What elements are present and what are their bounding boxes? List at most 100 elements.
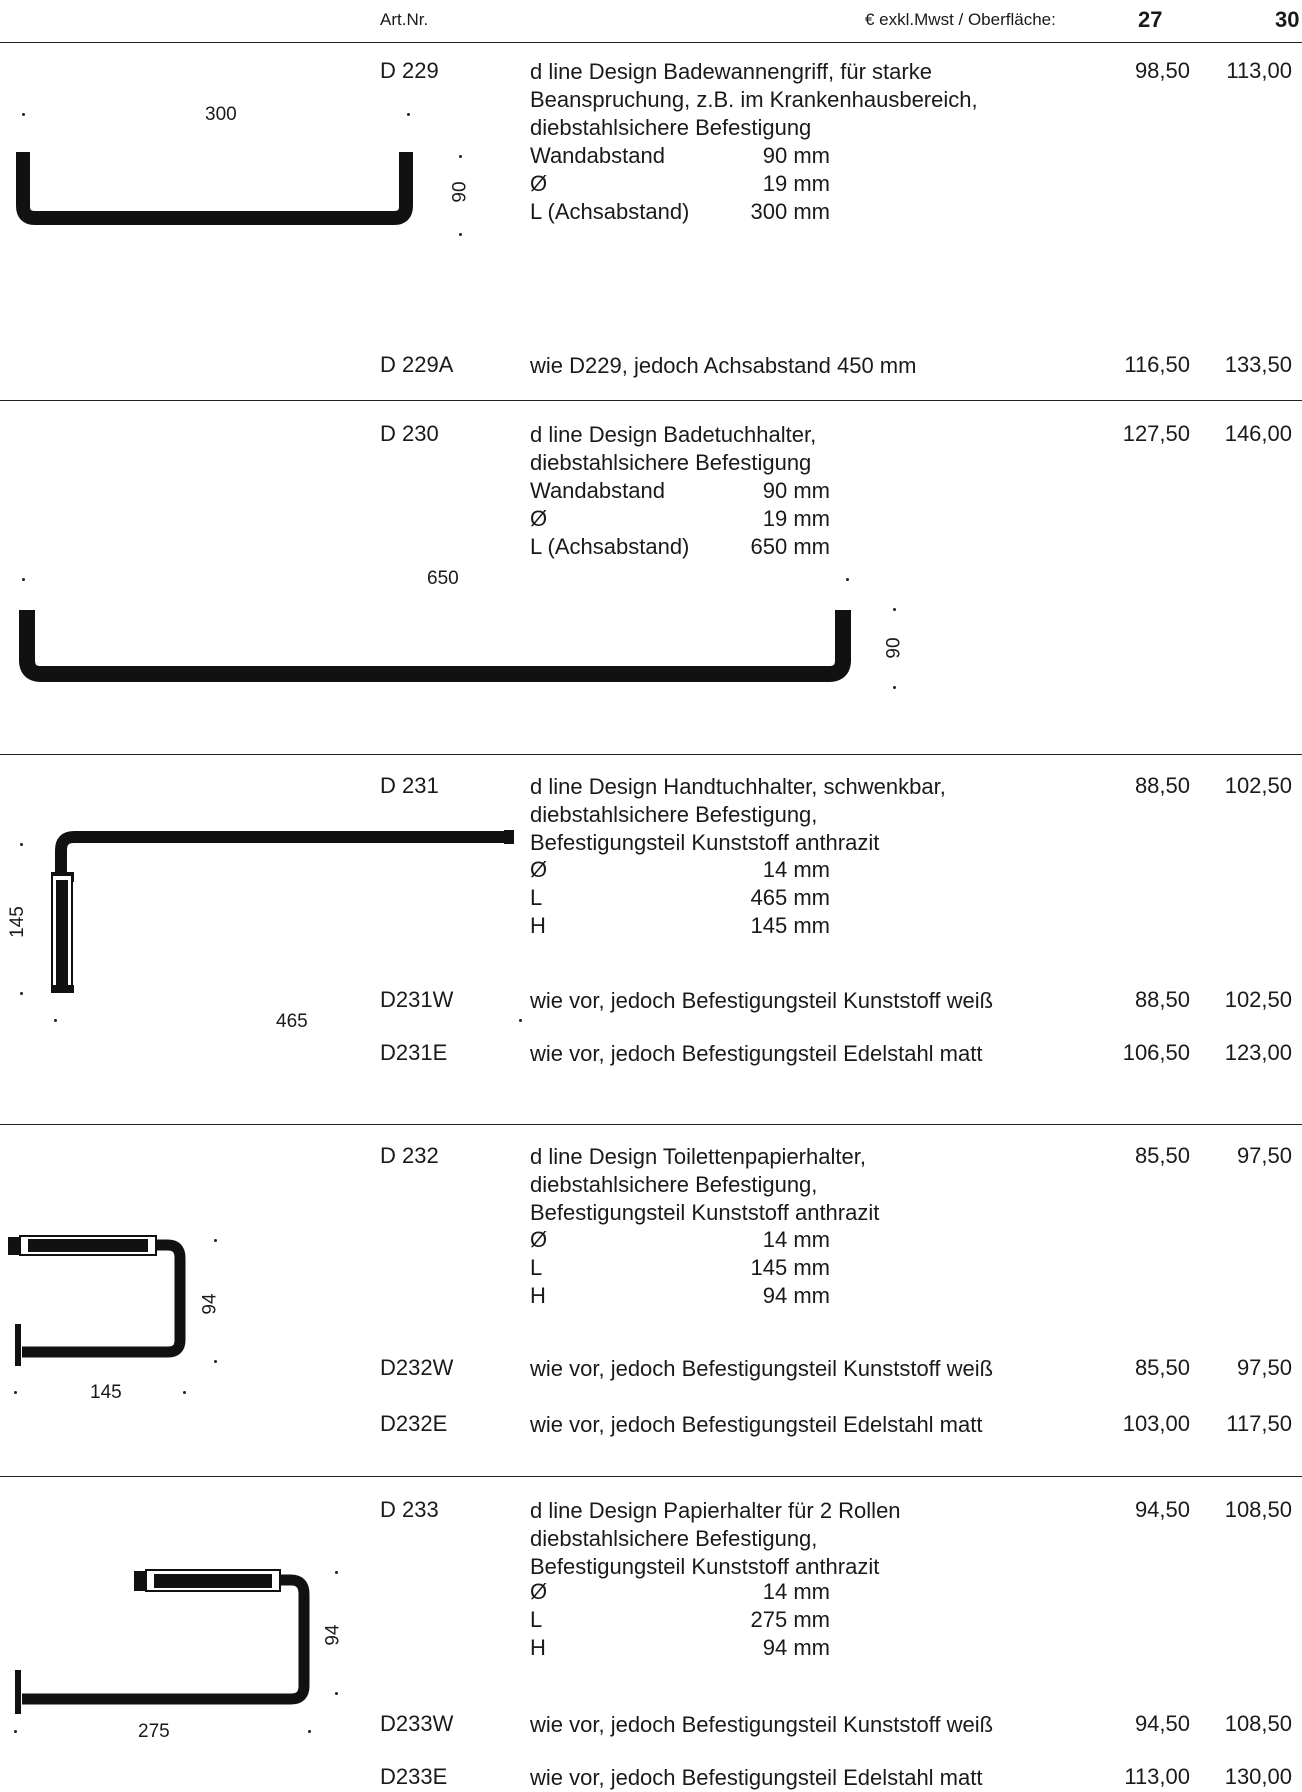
description-line: diebstahlsichere Befestigung, <box>530 1172 818 1197</box>
article-number: D232W <box>380 1355 454 1380</box>
price-27: 116,50 <box>1124 352 1190 377</box>
dimension-dot <box>459 155 462 158</box>
price-30: 130,00 <box>1224 1764 1292 1789</box>
spec-table: Ø 14 mm L 145 mm H 94 mm <box>530 1226 830 1310</box>
article-number: D 232 <box>380 1143 439 1168</box>
spec-value: 465 mm <box>750 885 830 910</box>
spec-key: Ø <box>530 1579 548 1604</box>
article-number: D233E <box>380 1764 448 1789</box>
price-27: 113,00 <box>1124 1764 1190 1789</box>
spec-row: H 145 mm <box>530 912 830 940</box>
price-30: 97,50 <box>1236 1355 1292 1380</box>
spec-key: Ø <box>530 857 548 882</box>
section-divider <box>0 1476 1302 1477</box>
dimension-dot <box>183 1391 186 1394</box>
product-description: d line Design Badewannengriff, für stark… <box>530 58 1070 142</box>
spec-key: L <box>530 1255 543 1280</box>
price-27: 127,50 <box>1122 421 1190 446</box>
description-line: diebstahlsichere Befestigung <box>530 450 812 475</box>
toilet-paper-holder-drawing <box>8 1235 186 1366</box>
article-number: D 229 <box>380 58 439 83</box>
spec-value: 94 mm <box>762 1283 830 1308</box>
article-number: D233W <box>380 1711 454 1736</box>
header-divider <box>0 42 1302 43</box>
product-description: wie vor, jedoch Befestigungsteil Edelsta… <box>530 1040 982 1068</box>
product-description: d line Design Toilettenpapierhalter, die… <box>530 1143 1070 1227</box>
description-line: Befestigungsteil Kunststoff anthrazit <box>530 1554 880 1579</box>
price-30: 123,00 <box>1224 1040 1292 1065</box>
price-30: 108,50 <box>1224 1497 1292 1522</box>
spec-value: 19 mm <box>762 171 830 196</box>
bath-towel-holder-drawing <box>19 610 851 682</box>
article-number: D 229A <box>380 352 454 377</box>
dimension-dot <box>519 1019 522 1022</box>
product-description: wie vor, jedoch Befestigungsteil Edelsta… <box>530 1411 982 1439</box>
product-description: wie vor, jedoch Befestigungsteil Kunstst… <box>530 1711 993 1739</box>
description-line: Befestigungsteil Kunststoff anthrazit <box>530 1200 880 1225</box>
spec-table: Wandabstand 90 mm Ø 19 mm L (Achsabstand) 3… <box>530 142 830 226</box>
spec-row: L (Achsabstand) 650 mm <box>530 533 830 561</box>
spec-value: 90 mm <box>762 478 830 503</box>
spec-value: 145 mm <box>750 1255 830 1280</box>
article-number: D231E <box>380 1040 448 1065</box>
price-27: 103,00 <box>1122 1411 1190 1436</box>
spec-value: 275 mm <box>750 1607 830 1632</box>
product-description: wie vor, jedoch Befestigungsteil Kunstst… <box>530 987 993 1015</box>
description-line: wie vor, jedoch Befestigungsteil Kunstst… <box>530 1356 994 1381</box>
description-line: Befestigungsteil Kunststoff anthrazit <box>530 830 880 855</box>
spec-key: Ø <box>530 171 548 196</box>
spec-row: H 94 mm <box>530 1634 830 1662</box>
width-dimension: 145 <box>90 1382 122 1403</box>
description-line: d line Design Toilettenpapierhalter, <box>530 1144 866 1169</box>
dimension-dot <box>14 1730 17 1733</box>
price-27: 106,50 <box>1122 1040 1190 1065</box>
price-30: 102,50 <box>1224 773 1292 798</box>
description-line: diebstahlsichere Befestigung <box>530 115 812 140</box>
article-number: D232E <box>380 1411 448 1436</box>
dimension-dot <box>54 1019 57 1022</box>
price-27: 85,50 <box>1134 1143 1190 1168</box>
dimension-dot <box>22 578 25 581</box>
price-27: 88,50 <box>1134 773 1190 798</box>
spec-value: 300 mm <box>750 199 830 224</box>
width-dimension: 275 <box>138 1721 170 1742</box>
section-divider <box>0 400 1302 401</box>
spec-row: L 465 mm <box>530 884 830 912</box>
height-dimension: 94 <box>199 1293 221 1315</box>
price-30: 146,00 <box>1224 421 1292 446</box>
spec-value: 650 mm <box>750 534 830 559</box>
product-description: d line Design Handtuchhalter, schwenkbar… <box>530 773 1070 857</box>
spec-value: 14 mm <box>762 1579 830 1604</box>
spec-key: H <box>530 1283 546 1308</box>
price-30: 117,50 <box>1226 1411 1292 1436</box>
dimension-dot <box>335 1692 338 1695</box>
description-line: wie vor, jedoch Befestigungsteil Edelsta… <box>530 1412 983 1437</box>
spec-key: Wandabstand <box>530 143 665 168</box>
spec-row: Wandabstand 90 mm <box>530 142 830 170</box>
price-30: 97,50 <box>1236 1143 1292 1168</box>
spec-row: Ø 19 mm <box>530 505 830 533</box>
spec-value: 14 mm <box>762 1227 830 1252</box>
spec-key: L (Achsabstand) <box>530 534 690 559</box>
price-27: 88,50 <box>1134 987 1190 1012</box>
dimension-dot <box>407 113 410 116</box>
spec-row: L 145 mm <box>530 1254 830 1282</box>
spec-key: L <box>530 885 543 910</box>
description-line: diebstahlsichere Befestigung, <box>530 802 818 827</box>
spec-row: L 275 mm <box>530 1606 830 1634</box>
spec-key: Ø <box>530 506 548 531</box>
spec-row: Wandabstand 90 mm <box>530 477 830 505</box>
price-header-label: € exkl.Mwst / Oberfläche: <box>865 10 1056 29</box>
price-27: 98,50 <box>1134 58 1190 83</box>
product-description: d line Design Badetuchhalter, diebstahls… <box>530 421 1070 477</box>
spec-row: L (Achsabstand) 300 mm <box>530 198 830 226</box>
dimension-dot <box>14 1391 17 1394</box>
product-description: wie vor, jedoch Befestigungsteil Edelsta… <box>530 1764 982 1792</box>
dimension-dot <box>214 1360 217 1363</box>
product-description: d line Design Papierhalter für 2 Rollen … <box>530 1497 1070 1581</box>
description-line: Beanspruchung, z.B. im Krankenhausbereic… <box>530 87 978 112</box>
art-number-header: Art.Nr. <box>380 10 429 29</box>
bathtub-grip-drawing <box>16 152 413 225</box>
price-30: 133,50 <box>1224 352 1292 377</box>
finish-30-header: 30 <box>1275 7 1300 32</box>
